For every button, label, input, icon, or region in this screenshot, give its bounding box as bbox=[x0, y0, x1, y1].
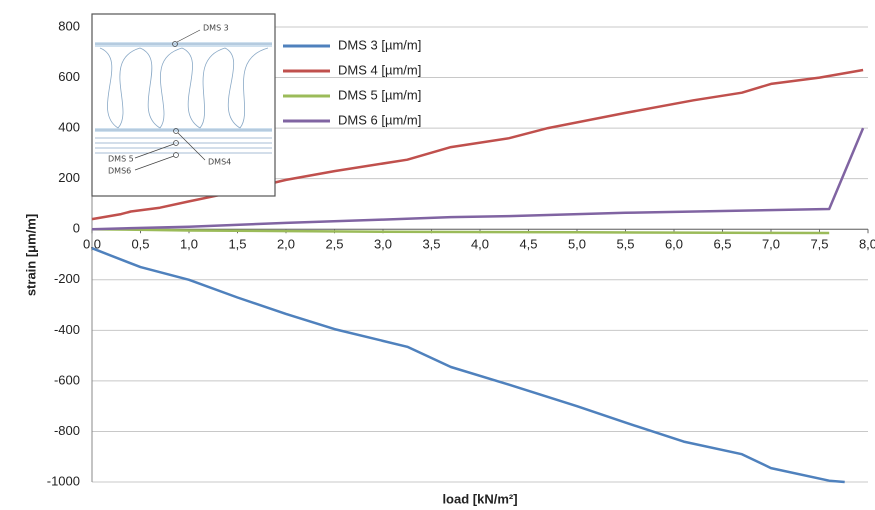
legend-label: DMS 4 [µm/m] bbox=[338, 62, 421, 77]
x-tick-label: 0,0 bbox=[83, 237, 101, 252]
x-tick-label: 5,5 bbox=[616, 237, 634, 252]
series-line bbox=[91, 127, 865, 231]
series-line bbox=[91, 247, 845, 484]
y-tick-label: 200 bbox=[58, 170, 80, 185]
inset-label: DMS4 bbox=[208, 158, 231, 167]
x-tick-label: 8,0 bbox=[859, 237, 875, 252]
x-tick-label: 1,0 bbox=[180, 237, 198, 252]
inset: DMS 3 DMS 5 DMS6 DMS4 bbox=[91, 13, 276, 197]
x-axis-label: load [kN/m²] bbox=[442, 491, 517, 506]
y-tick-label: -400 bbox=[54, 322, 80, 337]
legend-label: DMS 3 [µm/m] bbox=[338, 37, 421, 52]
inset-label: DMS 3 bbox=[203, 24, 229, 33]
x-tick-label: 5,0 bbox=[568, 237, 586, 252]
series-line bbox=[91, 227, 830, 235]
x-tick-label: 7,5 bbox=[810, 237, 828, 252]
x-tick-label: 2,0 bbox=[277, 237, 295, 252]
x-tick-label: 4,5 bbox=[519, 237, 537, 252]
y-axis-label: strain [μm/m] bbox=[23, 214, 38, 296]
x-tick-label: 6,5 bbox=[713, 237, 731, 252]
x-tick-label: 3,5 bbox=[422, 237, 440, 252]
y-tick-label: -200 bbox=[54, 271, 80, 286]
x-tick-label: 6,0 bbox=[665, 237, 683, 252]
inset-label: DMS6 bbox=[108, 167, 131, 176]
x-tick-label: 1,5 bbox=[228, 237, 246, 252]
y-tick-label: -600 bbox=[54, 372, 80, 387]
y-tick-label: 800 bbox=[58, 18, 80, 33]
legend-label: DMS 6 [µm/m] bbox=[338, 112, 421, 127]
inset-label: DMS 5 bbox=[108, 155, 134, 164]
y-tick-label: 0 bbox=[73, 221, 80, 236]
legend-label: DMS 5 [µm/m] bbox=[338, 87, 421, 102]
x-tick-label: 2,5 bbox=[325, 237, 343, 252]
y-tick-label: -800 bbox=[54, 423, 80, 438]
x-tick-label: 0,5 bbox=[131, 237, 149, 252]
y-tick-label: -1000 bbox=[47, 473, 80, 488]
x-tick-label: 7,0 bbox=[762, 237, 780, 252]
x-tick-label: 4,0 bbox=[471, 237, 489, 252]
y-tick-label: 600 bbox=[58, 69, 80, 84]
y-tick-label: 400 bbox=[58, 120, 80, 135]
series-line bbox=[91, 68, 864, 221]
x-tick-label: 3,0 bbox=[374, 237, 392, 252]
